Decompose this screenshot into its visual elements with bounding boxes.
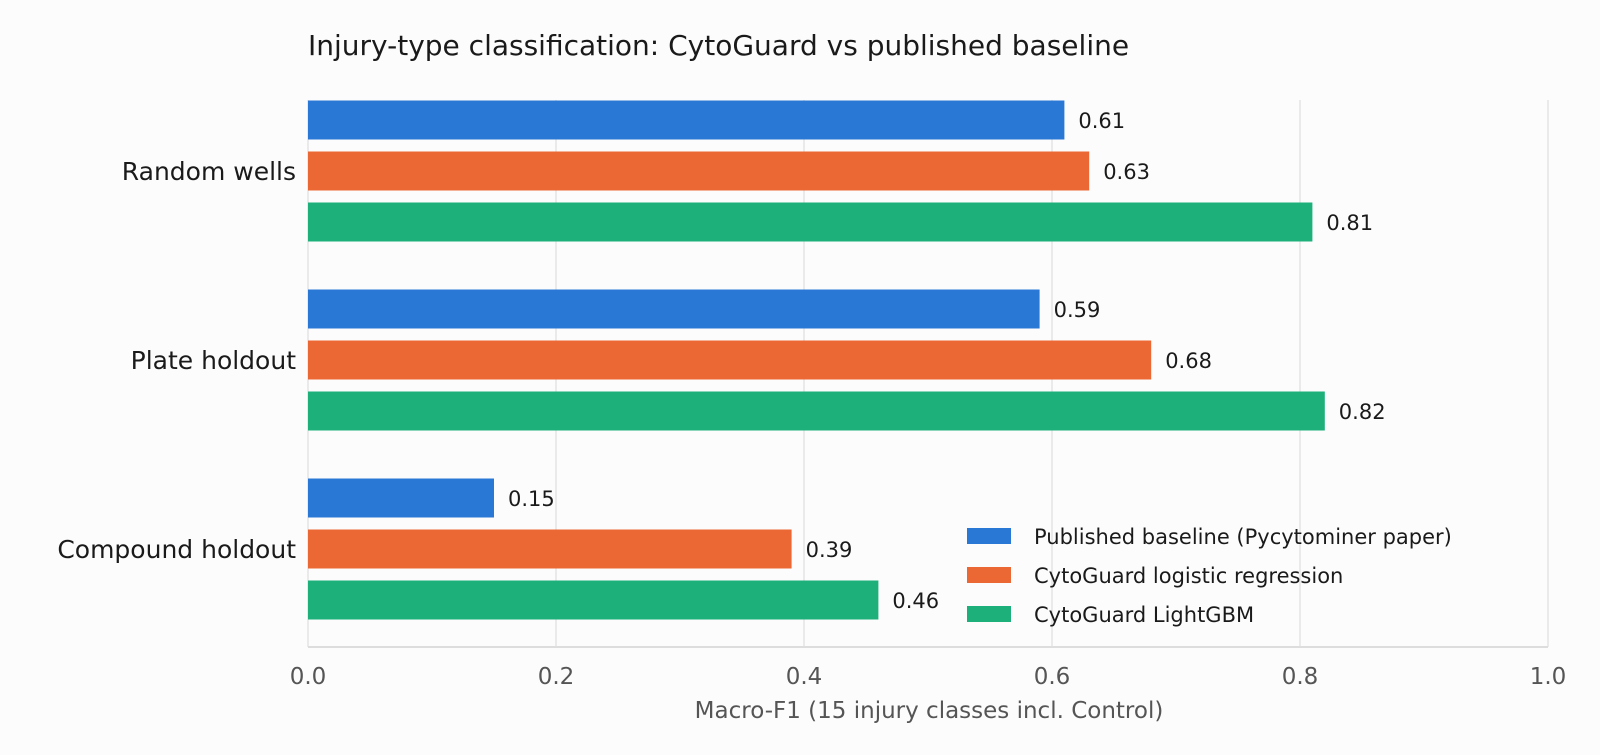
- bars: 0.61 0.63 0.81 0.59 0.68 0.82 0.15 0.39 0.46: [308, 100, 1386, 620]
- x-tick-label: 1.0: [1530, 664, 1567, 690]
- bar: [308, 529, 792, 569]
- category-labels: Random wells Plate holdout Compound holdou…: [57, 157, 296, 564]
- data-label: 0.15: [508, 487, 555, 511]
- bar: [308, 202, 1313, 242]
- data-label: 0.81: [1326, 211, 1373, 235]
- legend-swatch: [967, 528, 1011, 544]
- bar: [308, 580, 879, 620]
- x-axis-label: Macro-F1 (15 injury classes incl. Contro…: [695, 698, 1164, 724]
- x-axis: 0.0 0.2 0.4 0.6 0.8 1.0: [290, 646, 1567, 690]
- bar: [308, 340, 1152, 380]
- category-label: Random wells: [122, 157, 296, 186]
- bar: [308, 151, 1090, 191]
- x-tick-label: 0.2: [538, 664, 575, 690]
- legend: Published baseline (Pycytominer paper) Cy…: [967, 525, 1452, 627]
- data-label: 0.61: [1078, 109, 1125, 133]
- category-label: Compound holdout: [57, 535, 296, 564]
- data-label: 0.63: [1103, 160, 1150, 184]
- bar: [308, 391, 1325, 431]
- bar: [308, 289, 1040, 329]
- bar: [308, 478, 494, 518]
- data-label: 0.82: [1339, 400, 1386, 424]
- x-tick-label: 0.0: [290, 664, 327, 690]
- x-tick-label: 0.8: [1282, 664, 1319, 690]
- chart-title: Injury-type classification: CytoGuard vs…: [308, 29, 1129, 62]
- legend-swatch: [967, 567, 1011, 583]
- legend-label: Published baseline (Pycytominer paper): [1034, 525, 1452, 549]
- legend-label: CytoGuard logistic regression: [1034, 564, 1343, 588]
- legend-swatch: [967, 606, 1011, 622]
- x-tick-label: 0.6: [1034, 664, 1071, 690]
- bar: [308, 100, 1065, 140]
- data-label: 0.46: [892, 589, 939, 613]
- data-label: 0.68: [1165, 349, 1212, 373]
- data-label: 0.39: [806, 538, 853, 562]
- category-label: Plate holdout: [131, 346, 297, 375]
- legend-label: CytoGuard LightGBM: [1034, 603, 1254, 627]
- x-tick-label: 0.4: [786, 664, 823, 690]
- data-label: 0.59: [1054, 298, 1101, 322]
